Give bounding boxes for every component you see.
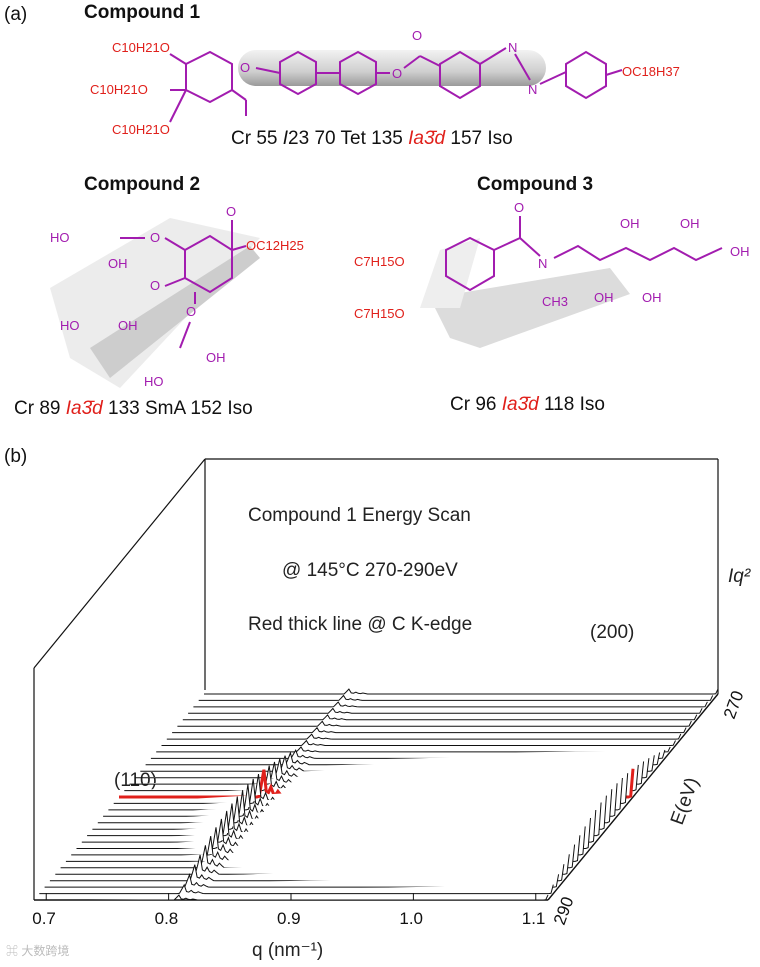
compound3-structure: C7H15O C7H15O O N CH3 OH OH OH OH OH [354,200,750,348]
annotation-line: Compound 1 Energy Scan [248,505,471,526]
y-axis-label: E(eV) [667,775,703,828]
annotation-line: Red thick line @ C K-edge [248,614,472,635]
svg-text:OH: OH [730,244,750,259]
panel-a-label: (a) [4,4,28,25]
peak-label-200: (200) [590,622,634,643]
svg-text:OH: OH [642,290,662,305]
energy-trace [204,688,719,695]
y-tick-label: 270 [720,688,748,721]
x-axis-ticks: 0.7 0.8 0.9 1.0 1.1 [32,893,545,928]
compound3-title: Compound 3 [477,174,594,195]
svg-text:OH: OH [118,318,138,333]
svg-text:HO: HO [144,374,164,389]
x-tick-label: 0.8 [155,909,179,928]
energy-trace [188,707,703,714]
x-tick-label: 1.0 [399,909,423,928]
biphenyl-ring-1 [279,50,317,96]
aryl-ring [445,236,495,292]
energy-trace [172,726,687,734]
svg-text:C7H15O: C7H15O [354,254,405,269]
benzoate-ring [439,50,481,100]
chain-label: C10H21O [112,122,170,136]
x-axis-label: q (nm⁻¹) [252,940,323,961]
z-axis-label: Iq² [728,566,751,587]
svg-text:OH: OH [108,256,128,271]
svg-text:O: O [240,60,250,75]
compound2-phase: Cr 89 Ia3̄d 133 SmA 152 Iso [14,398,253,419]
energy-trace [161,739,676,746]
compound1-title: Compound 1 [84,2,201,23]
svg-text:O: O [150,230,160,245]
annotation-line: @ 145°C 270-290eV [282,560,458,581]
x-tick-label: 1.1 [522,909,546,928]
peak-label-110: (110) [114,770,157,791]
svg-text:HO: HO [50,230,70,245]
svg-text:CH3: CH3 [542,294,568,309]
svg-text:O: O [150,278,160,293]
svg-text:OH: OH [680,216,700,231]
compound2-structure: O OC12H25 O HO OH O HO OH O OH HO [50,204,304,389]
azo-ring [565,50,607,100]
energy-trace [198,694,714,701]
svg-text:N: N [538,256,547,271]
svg-text:OH: OH [206,350,226,365]
svg-text:O: O [514,200,524,215]
y-tick-label: 290 [550,894,578,927]
energy-trace [182,714,698,721]
energy-trace [156,746,671,753]
trace-group [34,688,719,901]
svg-text:N: N [528,82,537,97]
svg-text:OH: OH [620,216,640,231]
compound1-phase: Cr 55 I23 70 Tet 135 Ia3̄d 157 Iso [231,128,513,149]
svg-text:O: O [412,28,422,43]
energy-trace [177,720,692,727]
biphenyl-ring-2 [339,50,377,96]
svg-text:OH: OH [594,290,614,305]
chain-label: C10H21O [90,82,148,97]
svg-text:O: O [226,204,236,219]
svg-text:O: O [392,66,402,81]
energy-trace [166,733,682,740]
compound1-structure: C10H21O C10H21O C10H21O O O O N N OC18H37 [90,28,680,136]
tail-label: OC18H37 [622,64,680,79]
x-tick-label: 0.9 [277,909,301,928]
watermark: ⌘ 大数跨境 [6,944,70,958]
chain-label: C10H21O [112,40,170,55]
svg-text:O: O [186,304,196,319]
x-tick-label: 0.7 [32,909,56,928]
panel-b-label: (b) [4,446,28,467]
energy-trace [193,701,708,708]
svg-text:N: N [508,40,517,55]
compound2-title: Compound 2 [84,174,201,195]
compound3-phase: Cr 96 Ia3̄d 118 Iso [450,394,605,415]
energy-trace [39,883,554,895]
ester-label: OC12H25 [246,238,304,253]
svg-text:C7H15O: C7H15O [354,306,405,321]
svg-text:HO: HO [60,318,80,333]
